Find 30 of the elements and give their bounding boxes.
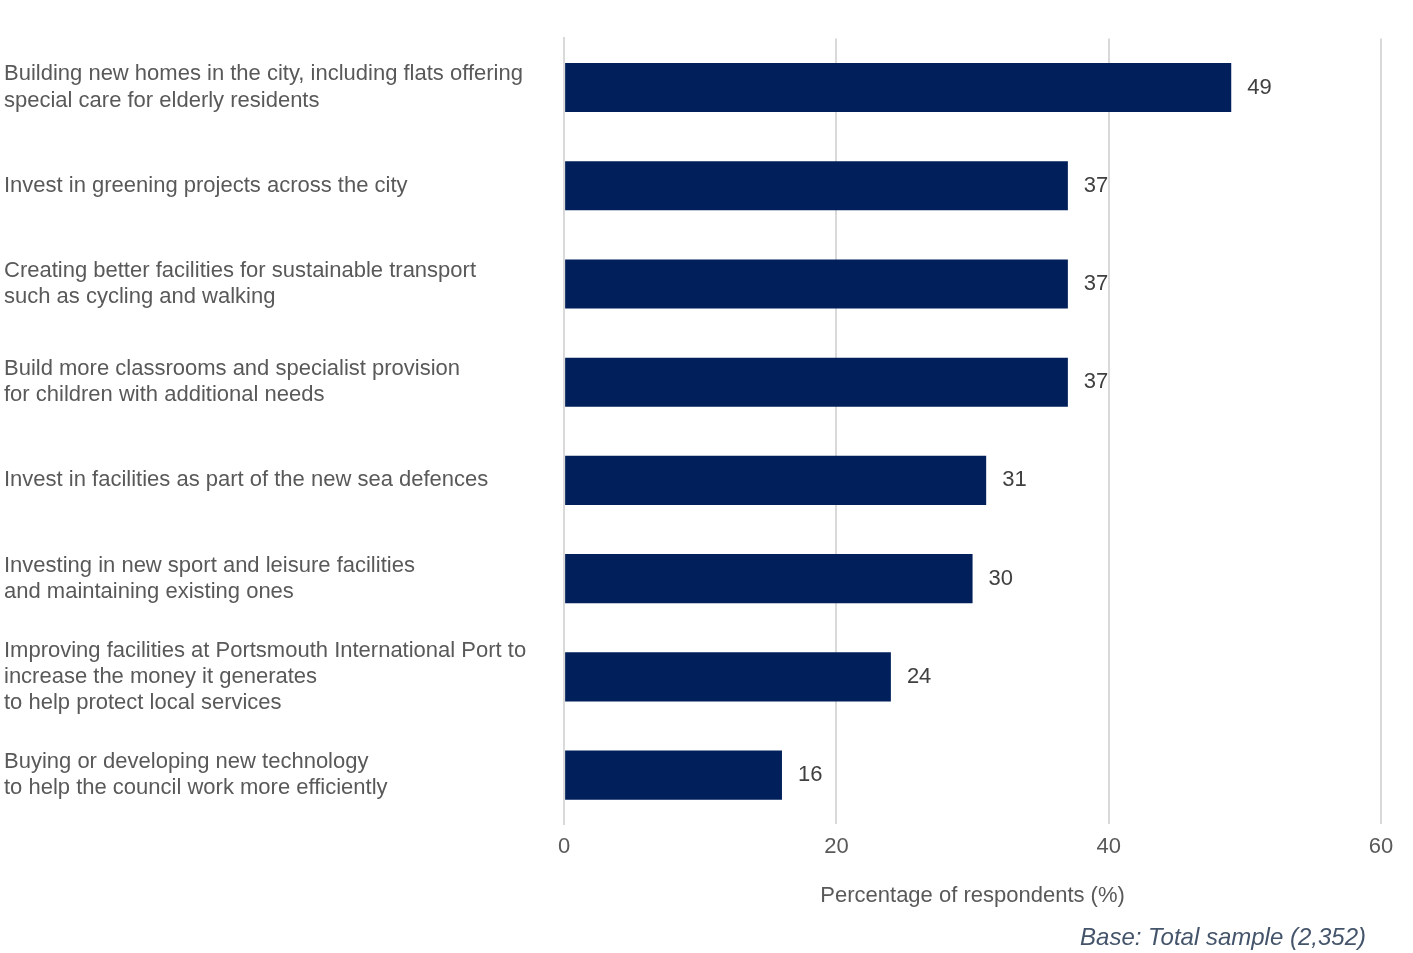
y-tick-label: Improving facilities at Portsmouth International Port to increase the money it generates to help protect local services <box>4 636 527 715</box>
bar <box>565 357 1068 407</box>
y-tick-label: Building new homes in the city, including flats offering special care for elderly residents <box>4 60 523 112</box>
text: Base: Total sample (2,352) <box>1080 922 1366 950</box>
y-tick-label: Investing in new sport and leisure facilities and maintaining existing ones <box>4 551 415 603</box>
data-label: 37 <box>1083 270 1109 296</box>
bar <box>565 161 1068 211</box>
y-tick-label: Invest in greening projects across the city <box>4 171 408 197</box>
data-label: 30 <box>988 564 1014 590</box>
y-tick-label: Invest in facilities as part of the new sea defences <box>4 466 489 492</box>
data-label: 16 <box>797 761 823 787</box>
x-axis-title: Percentage of respondents (%) <box>820 881 1125 907</box>
bar <box>565 554 973 604</box>
x-tick-label: 20 <box>824 833 849 859</box>
bar <box>565 259 1068 309</box>
x-tick-label: 40 <box>1096 833 1121 859</box>
x-tick-label: 0 <box>558 833 571 859</box>
bar <box>565 455 987 505</box>
bar <box>565 750 782 800</box>
x-tick-label: 60 <box>1368 833 1394 859</box>
y-tick-label: Build more classrooms and specialist provision for children with additional needs <box>4 355 461 407</box>
data-label: 37 <box>1083 171 1109 197</box>
bar <box>565 652 891 702</box>
y-tick-label: Buying or developing new technology to help the council work more efficiently <box>4 747 388 800</box>
data-label: 37 <box>1083 368 1109 394</box>
bar <box>565 62 1232 113</box>
y-tick-label: Creating better facilities for sustainable transport such as cycling and walking <box>4 256 477 309</box>
data-label: 49 <box>1247 73 1272 99</box>
data-label: 31 <box>1002 466 1027 492</box>
data-label: 24 <box>906 662 932 688</box>
